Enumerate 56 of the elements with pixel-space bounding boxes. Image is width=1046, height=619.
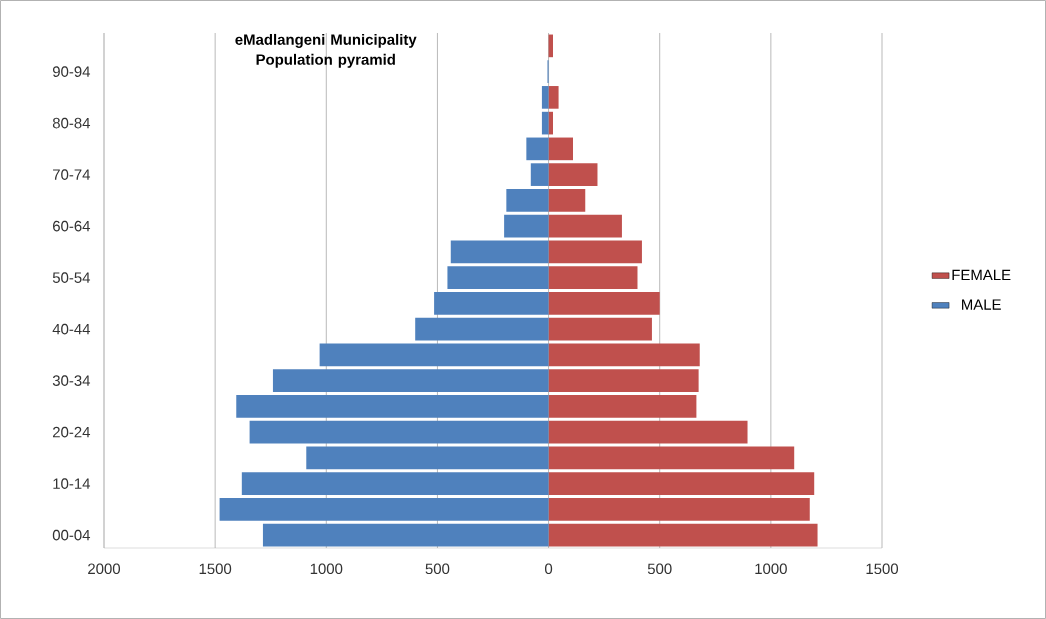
legend-label: MALE [962,299,1001,310]
y-tick-label: 00-04 [52,529,91,541]
bar [548,86,559,109]
bar [219,498,549,521]
y-tick-label: 10-14 [53,478,91,489]
bar [262,523,549,547]
bar [434,292,549,315]
x-tick-label: 1500 [866,563,899,575]
bar [548,137,574,161]
bar [504,214,549,238]
x-tick-label: 500 [647,563,672,575]
y-tick-label: 70-74 [53,169,91,180]
y-tick-label: 90-94 [52,66,91,77]
bar [272,369,549,392]
y-tick-label: 30-34 [52,375,91,386]
y-tick-label: 60-64 [53,220,91,232]
x-tick-label: 0 [545,563,553,575]
bar [548,523,818,547]
bar [548,240,642,264]
bar [506,189,549,212]
bar [447,266,549,289]
bar [548,189,586,212]
bar [530,163,549,186]
bar [319,343,549,367]
y-tick-label: 80-84 [52,117,91,129]
x-tick-label: 1500 [199,563,232,575]
y-tick-label: 20-24 [53,426,91,438]
x-tick-label: 500 [425,563,450,575]
bar [548,292,660,315]
bar [548,369,699,392]
bar [548,214,622,238]
bar [548,266,638,289]
x-tick-label: 1000 [755,563,787,575]
bar [415,317,549,341]
bar [548,498,810,521]
bar [548,446,795,470]
bar [241,472,549,495]
bar [548,343,700,367]
bar [548,472,815,495]
y-tick-label: 40-44 [52,323,91,335]
bar [541,86,549,109]
bar [548,163,598,186]
bar [548,317,652,341]
text: eMadlangeni Municipality Population pyramid [235,33,417,68]
bar [526,137,549,161]
bar [548,420,748,444]
x-tick-label: 1000 [310,563,343,575]
bar [548,395,697,418]
bar [450,240,549,264]
bar [306,446,549,470]
bar [249,420,549,444]
legend-label: FEMALE [952,269,1011,281]
bar [541,111,549,135]
x-tick-label: 2000 [88,563,121,575]
bar [236,395,549,418]
y-tick-label: 50-54 [52,272,91,283]
